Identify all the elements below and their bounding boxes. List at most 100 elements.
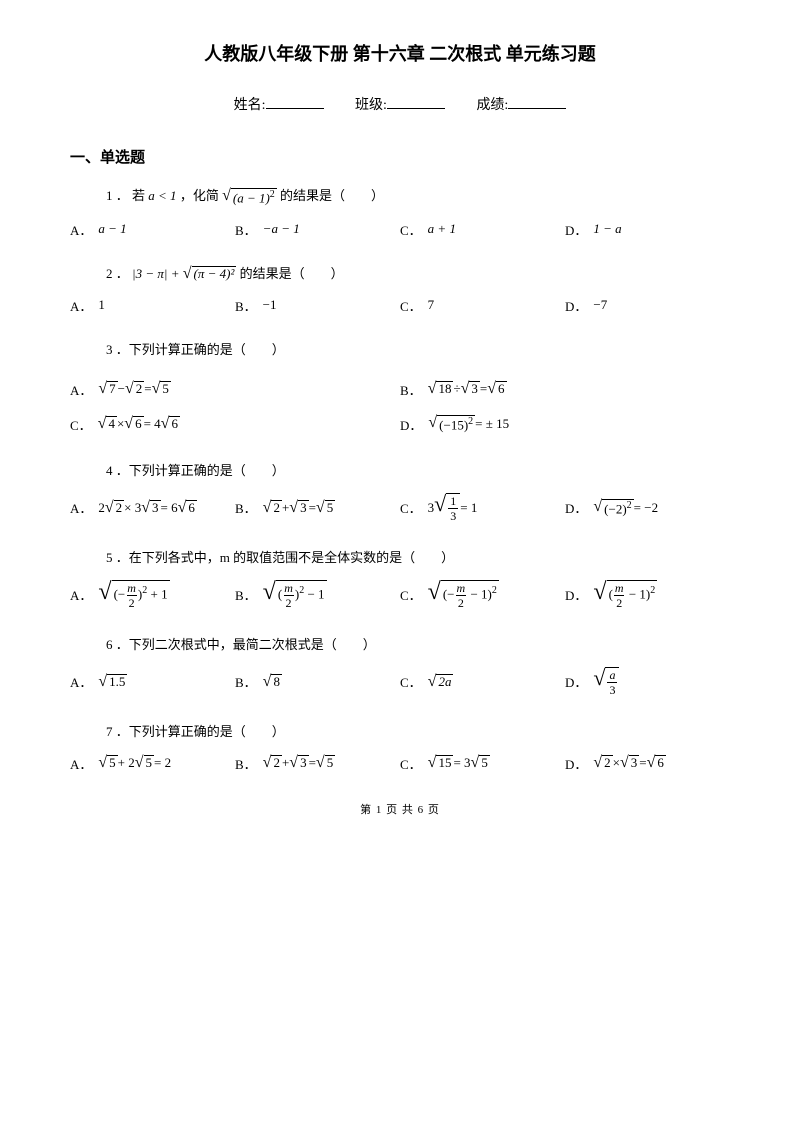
q5-c-mid: − 1) <box>467 586 492 601</box>
q7-d-label: D． <box>565 754 587 773</box>
q4-d-eq: = −2 <box>634 500 658 516</box>
q2-b: −1 <box>263 297 277 313</box>
sqrt-icon: √13 <box>434 493 460 523</box>
q3-d-rad: (−15) <box>439 418 468 433</box>
q5-c-fd: 2 <box>456 595 466 609</box>
q3-a-eq: = <box>144 381 151 397</box>
q4-stem: 4 ．下列计算正确的是（ ） <box>106 460 730 479</box>
q2-sqrt: √(π − 4)² <box>183 266 237 282</box>
q7-d-eq: = <box>639 755 646 771</box>
q7-b-l: 2 <box>271 755 282 770</box>
q2-suffix: 的结果是（ ） <box>240 266 344 281</box>
name-label: 姓名: <box>234 98 266 113</box>
q6-num: 6 ． <box>106 637 129 652</box>
q4-a-eq: = 6 <box>161 500 178 516</box>
q1-sqrt: √(a − 1)2 <box>222 188 277 206</box>
q1-d: 1 − a <box>593 221 621 237</box>
q6-b: 8 <box>271 674 282 689</box>
sqrt-icon: √6 <box>161 416 180 432</box>
q7-c-l: 15 <box>436 755 453 770</box>
sqrt-icon: √8 <box>263 674 282 690</box>
q4-text: 下列计算正确的是（ ） <box>129 463 285 478</box>
q1-stem: 1 ． 若 a < 1 ，化简 √(a − 1)2 的结果是（ ） <box>106 185 730 206</box>
q7-b-m: + <box>282 755 289 771</box>
q5-b-fd: 2 <box>284 595 294 609</box>
q3-a-l: 7 <box>107 381 118 396</box>
q1-radicand: (a − 1) <box>233 190 270 205</box>
sqrt-icon: √6 <box>124 416 143 432</box>
q4-a-m: × 3 <box>124 500 141 516</box>
q7-a-l: 5 <box>107 755 118 770</box>
q1-b-label: B． <box>235 220 257 239</box>
q1-a-label: A． <box>70 220 92 239</box>
q6-d-den: 3 <box>607 682 617 696</box>
q5-d-fn: m <box>613 582 626 595</box>
q2-radicand: (π − 4)² <box>192 266 237 281</box>
sqrt-icon: √7 <box>98 381 117 397</box>
sqrt-icon: √5 <box>98 755 117 771</box>
info-line: 姓名: 班级: 成绩: <box>70 94 730 114</box>
q3-d-eq: = ± 15 <box>475 416 509 432</box>
q3-a-label: A． <box>70 380 92 399</box>
q6-d-num: a <box>607 669 617 682</box>
sqrt-icon: √ (−m2 − 1)2 <box>428 580 499 610</box>
q2-a-label: A． <box>70 296 92 315</box>
q3-c-l: 4 <box>106 416 117 431</box>
q3-d-exp: 2 <box>468 416 473 427</box>
q2-num: 2 ． <box>106 266 129 281</box>
sqrt-icon: √5 <box>135 755 154 771</box>
q4-b-m: + <box>282 500 289 516</box>
q4-c-den: 3 <box>448 508 458 522</box>
q5-stem: 5 ．在下列各式中，m 的取值范围不是全体实数的是（ ） <box>106 547 730 566</box>
sqrt-icon: √ (−m2)2 + 1 <box>98 580 169 610</box>
q7-d-res: 6 <box>655 755 666 770</box>
sqrt-icon: √5 <box>316 755 335 771</box>
q3-b-res: 6 <box>496 381 507 396</box>
q3-stem: 3 ．下列计算正确的是（ ） <box>106 339 730 358</box>
q3-options: A． √7 − √2 = √5 B． √18 ÷ √3 = √6 C． √4 ×… <box>70 372 730 442</box>
q7-a-label: A． <box>70 754 92 773</box>
q3-b-m: ÷ <box>453 381 460 397</box>
q7-b-eq: = <box>309 755 316 771</box>
q4-d-label: D． <box>565 498 587 517</box>
q5-c-pre: (− <box>443 586 455 601</box>
q4-options: A． 2 √2 × 3 √3 = 6 √6 B． √2 + √3 = √5 C．… <box>70 493 730 523</box>
q2-c-label: C． <box>400 296 422 315</box>
q6-d-label: D． <box>565 672 587 691</box>
sqrt-icon: √4 <box>98 416 117 432</box>
q7-b-res: 5 <box>325 755 336 770</box>
q7-b-label: B． <box>235 754 257 773</box>
q5-a-fd: 2 <box>127 595 137 609</box>
q4-c-eq: = 1 <box>460 500 477 516</box>
q4-b-l: 2 <box>271 500 282 515</box>
q5-d-exp: 2 <box>650 585 655 596</box>
q6-c-label: C． <box>400 672 422 691</box>
sqrt-icon: √6 <box>647 755 666 771</box>
q7-b-r: 3 <box>298 755 309 770</box>
sqrt-icon: √3 <box>461 381 480 397</box>
sqrt-icon: √2 <box>105 500 124 516</box>
q6-text: 下列二次根式中，最简二次根式是（ ） <box>129 637 376 652</box>
q6-stem: 6 ．下列二次根式中，最简二次根式是（ ） <box>106 634 730 653</box>
q1-suffix: 的结果是（ ） <box>280 188 384 203</box>
q6-a: 1.5 <box>107 674 127 689</box>
q7-stem: 7 ．下列计算正确的是（ ） <box>106 721 730 740</box>
q7-text: 下列计算正确的是（ ） <box>129 724 285 739</box>
q5-a-fn: m <box>125 582 138 595</box>
q1-exp: 2 <box>270 189 275 200</box>
q1-cond: a < 1 <box>148 188 176 203</box>
q1-prefix: 若 <box>132 188 145 203</box>
q3-text: 下列计算正确的是（ ） <box>129 342 285 357</box>
score-blank <box>508 94 566 109</box>
q7-a-m: + 2 <box>118 755 135 771</box>
q5-c-fn: m <box>455 582 468 595</box>
q3-b-label: B． <box>400 380 422 399</box>
q4-a-l: 2 <box>114 500 125 515</box>
q6-b-label: B． <box>235 672 257 691</box>
q5-c-exp: 2 <box>492 585 497 596</box>
q1-mid: ，化简 <box>180 188 219 203</box>
q4-b-eq: = <box>309 500 316 516</box>
q4-d-rad: (−2) <box>604 501 627 516</box>
sqrt-icon: √a3 <box>593 667 619 697</box>
sqrt-icon: √3 <box>141 500 160 516</box>
